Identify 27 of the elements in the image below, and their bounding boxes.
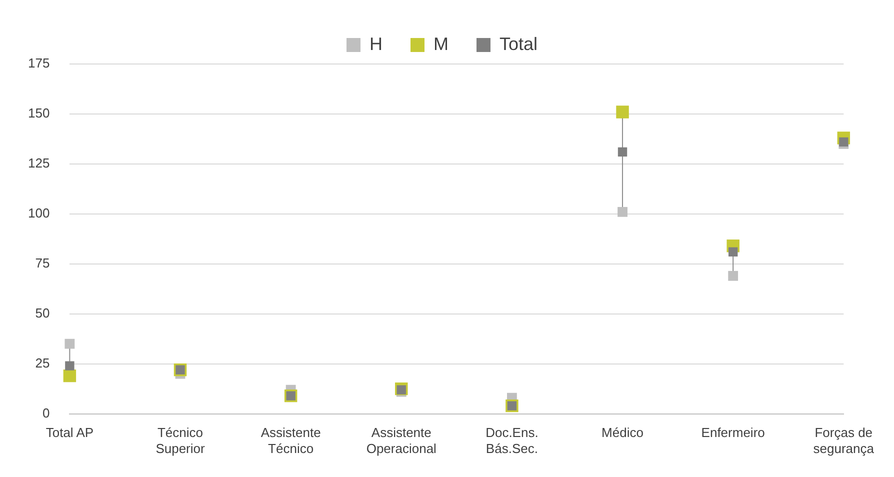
point [618,147,628,157]
x-tick-label: Forças de segurança [813,425,875,456]
y-tick-label: 0 [42,405,50,420]
x-tick-label: Médico [602,425,644,440]
x-tick-label: Doc.Ens. Bás.Sec. [486,425,538,456]
point [64,338,75,349]
legend-label: M [433,34,448,54]
y-tick-label: 175 [28,56,50,71]
y-tick-label: 150 [28,106,50,121]
point [65,361,74,370]
point [616,106,629,118]
x-tick-label: Enfermeiro [701,425,765,440]
point [63,369,76,382]
y-tick-label: 50 [35,305,50,320]
legend-label: Total [499,34,538,54]
y-tick-label: 25 [35,355,50,370]
y-tick-label: 75 [35,255,50,270]
y-tick-label: 100 [28,205,50,220]
point [728,270,738,281]
x-tick-label: Assistente Operacional [366,425,437,456]
y-tick-label: 125 [28,156,50,171]
x-tick-label: Técnico Superior [156,425,206,456]
point [618,206,628,217]
x-tick-label: Total AP [46,425,94,440]
point [728,247,738,256]
legend-label: H [369,34,382,54]
x-tick-label: Assistente Técnico [260,425,321,456]
